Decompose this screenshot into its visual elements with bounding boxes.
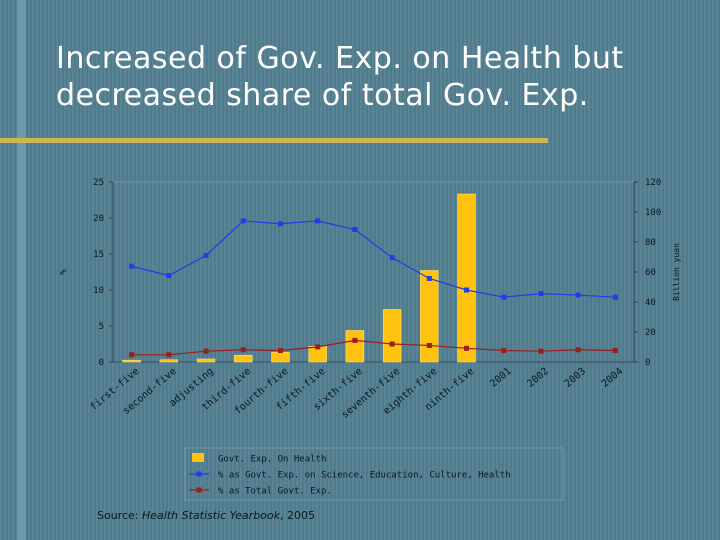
science-share-point	[501, 294, 507, 300]
total-share-line	[131, 339, 616, 356]
legend-swatch-science-point	[196, 471, 202, 477]
total-share-point	[166, 352, 172, 358]
total-share-point	[426, 342, 432, 348]
total-share-point	[575, 347, 581, 353]
total-share-point	[240, 347, 246, 353]
total-share-point	[315, 344, 321, 350]
right-axis-tick-label: 80	[645, 238, 656, 248]
legend-entry-label: % as Total Govt. Exp.	[218, 487, 332, 497]
category-label: 2003	[563, 366, 589, 390]
science-share-point	[575, 292, 581, 298]
legend-box	[184, 447, 564, 501]
bar-health-exp	[234, 354, 253, 363]
science-share-point	[538, 291, 544, 297]
left-axis-tick-label: 15	[93, 250, 104, 260]
bar-health-exp	[420, 270, 439, 363]
category-label: 2001	[488, 366, 514, 390]
accent-horizontal-bar	[0, 138, 548, 143]
total-share-point	[352, 337, 358, 343]
right-axis-tick-label: 120	[645, 178, 661, 188]
right-axis-tick-label: 0	[645, 358, 650, 368]
science-share-point	[464, 287, 470, 293]
total-share-point	[501, 347, 507, 353]
accent-vertical-bar	[17, 0, 26, 540]
total-share-point	[389, 341, 395, 347]
left-axis-tick-label: 25	[93, 178, 104, 188]
category-label: 2004	[600, 366, 626, 390]
total-share-point	[538, 348, 544, 354]
total-share-point	[203, 348, 209, 354]
source-note: Source: Health Statistic Yearbook, 2005	[97, 509, 315, 522]
bar-health-exp	[159, 359, 179, 363]
bar-health-exp	[122, 359, 141, 363]
bar-health-exp	[345, 330, 365, 363]
bar-health-exp	[457, 193, 476, 363]
plot-frame	[112, 181, 635, 363]
left-axis-tick-label: 0	[99, 358, 104, 368]
legend-swatch-bar	[192, 453, 204, 462]
science-share-point	[612, 294, 618, 300]
legend-entry-label: Govt. Exp. On Health	[218, 455, 326, 465]
science-share-point	[315, 218, 321, 224]
right-axis-title: Billion yuan	[672, 243, 681, 301]
right-axis-tick-label: 100	[645, 208, 661, 218]
source-title: Health Statistic Yearbook	[141, 509, 281, 522]
source-prefix: Source:	[97, 509, 142, 522]
science-share-point	[129, 263, 135, 269]
left-axis-tick-label: 20	[93, 214, 104, 224]
science-share-point	[240, 218, 246, 224]
right-axis-tick-label: 40	[645, 298, 656, 308]
legend-swatch-total-point	[196, 487, 202, 493]
left-axis-title: %	[59, 269, 69, 275]
left-axis-tick-label: 5	[99, 322, 104, 332]
total-share-point	[129, 352, 135, 358]
science-share-point	[352, 227, 358, 233]
science-share-line	[131, 220, 616, 298]
science-share-point	[426, 275, 432, 281]
title-line-1: Increased of Gov. Exp. on Health but	[56, 41, 624, 76]
science-share-point	[389, 255, 395, 261]
slide-title: Increased of Gov. Exp. on Health but dec…	[56, 40, 696, 114]
source-suffix: , 2005	[280, 509, 316, 522]
right-axis-tick-label: 20	[645, 328, 656, 338]
bar-health-exp	[196, 358, 216, 363]
science-share-point	[203, 252, 209, 258]
science-share-point	[166, 273, 172, 279]
bar-health-exp	[271, 351, 290, 363]
science-share-point	[277, 221, 283, 227]
total-share-point	[277, 347, 283, 353]
total-share-point	[612, 347, 618, 353]
left-axis-tick-label: 10	[93, 286, 104, 296]
title-line-2: decreased share of total Gov. Exp.	[56, 78, 589, 113]
legend-entry-label: % as Govt. Exp. on Science, Education, C…	[218, 471, 511, 481]
total-share-point	[464, 345, 470, 351]
bar-health-exp	[382, 309, 402, 363]
right-axis-tick-label: 60	[645, 268, 656, 278]
category-label: 2002	[525, 366, 551, 390]
